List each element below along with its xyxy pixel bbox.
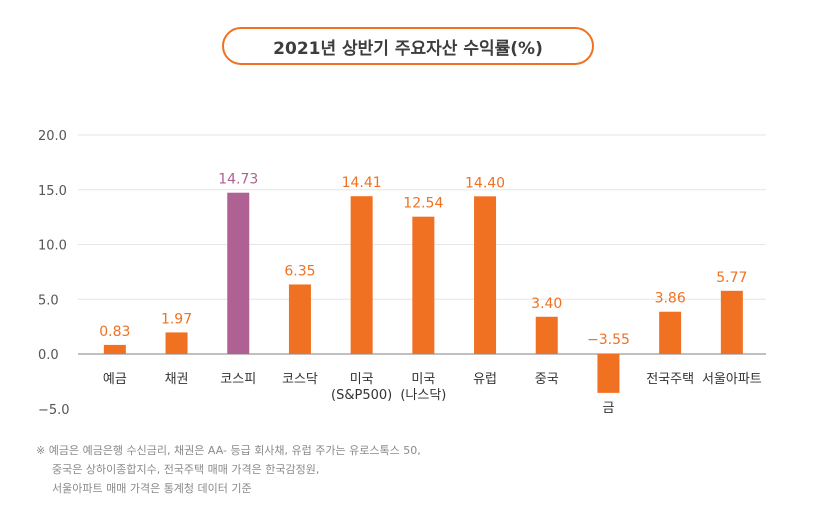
value-label: 5.77	[716, 270, 747, 286]
category-label: 금	[602, 401, 614, 416]
value-label: 3.86	[655, 291, 686, 307]
y-tick-label: 20.0	[38, 129, 67, 144]
footnote-line-1: ※ 예금은 예금은행 수신금리, 채권은 AA- 등급 회사채, 유럽 주가는 …	[36, 444, 421, 457]
y-tick-label: 0.0	[38, 348, 59, 363]
value-label: 14.73	[218, 172, 258, 188]
category-label: 미국	[350, 372, 374, 387]
y-tick-label: 10.0	[38, 239, 67, 254]
category-label: 미국	[411, 372, 435, 387]
category-label: 유럽	[473, 372, 497, 387]
value-label: 12.54	[403, 196, 443, 212]
bar	[288, 284, 311, 354]
value-label: 6.35	[284, 263, 315, 279]
footnote-line-2: 중국은 상하이종합지수, 전국주택 매매 가격은 한국감정원,	[52, 463, 320, 476]
bar	[720, 290, 743, 354]
category-label: 전국주택	[646, 372, 694, 387]
y-tick-label: −5.0	[38, 403, 70, 418]
bar	[535, 316, 558, 354]
value-label: −3.55	[587, 332, 630, 348]
footnote-line-3: 서울아파트 매매 가격은 통계청 데이터 기준	[52, 482, 252, 495]
bar	[412, 216, 435, 354]
category-label: 예금	[103, 372, 127, 387]
chart-title-text: 2021년 상반기 주요자산 수익률(%)	[273, 38, 543, 59]
bar	[165, 332, 188, 354]
value-label: 14.41	[342, 175, 382, 191]
category-label: 채권	[165, 372, 189, 387]
y-tick-label: 5.0	[38, 293, 59, 308]
bar	[597, 354, 620, 393]
footnote: ※ 예금은 예금은행 수신금리, 채권은 AA- 등급 회사채, 유럽 주가는 …	[36, 441, 421, 498]
bar	[350, 196, 373, 354]
chart-title: 2021년 상반기 주요자산 수익률(%)	[222, 27, 594, 65]
bar	[659, 311, 682, 354]
category-label: 서울아파트	[702, 372, 762, 387]
category-label: 코스닥	[282, 372, 318, 387]
category-label: (S&P500)	[331, 388, 392, 403]
category-label: 중국	[535, 372, 559, 387]
bar	[103, 344, 126, 354]
value-label: 1.97	[161, 311, 192, 327]
bar	[474, 196, 497, 354]
value-label: 0.83	[99, 324, 130, 340]
bar-chart: 20.0 15.0 10.0 5.0 0.0 −5.0 0.83 예금 1.97 채권 14.73 코…	[38, 129, 766, 418]
bar	[227, 192, 250, 354]
value-label: 14.40	[465, 175, 505, 191]
category-label: 코스피	[220, 372, 256, 387]
category-label: (나스닥)	[400, 388, 446, 403]
y-tick-label: 15.0	[38, 184, 67, 199]
value-label: 3.40	[531, 296, 562, 312]
